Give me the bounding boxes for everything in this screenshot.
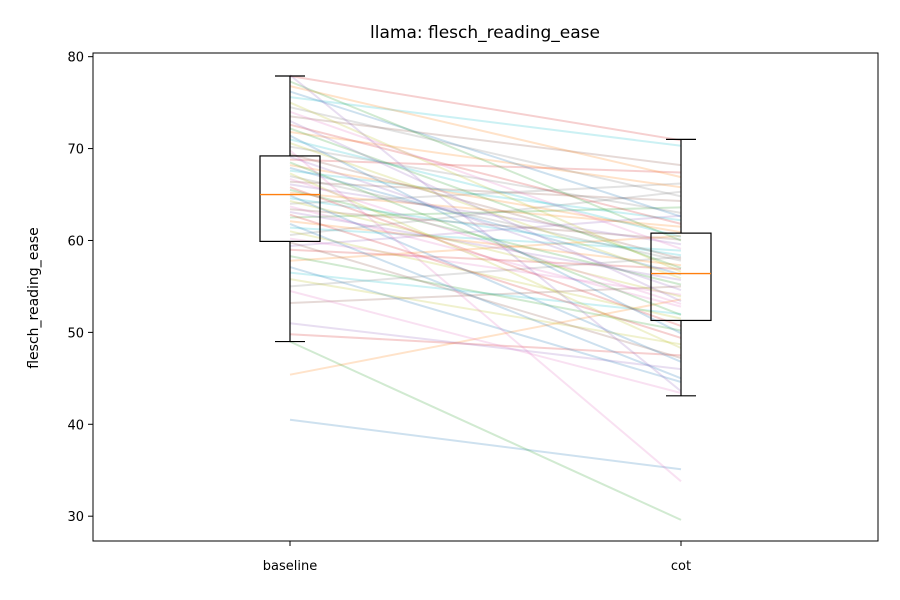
box-iqr	[650, 232, 712, 322]
paired-line	[289, 285, 682, 304]
paired-line	[289, 153, 682, 260]
paired-line	[289, 230, 682, 320]
paired-line	[289, 266, 682, 383]
paired-line	[289, 123, 682, 225]
paired-line	[289, 271, 682, 315]
paired-line	[289, 333, 682, 357]
paired-line	[289, 115, 682, 167]
paired-line	[289, 237, 682, 296]
paired-line	[289, 175, 682, 262]
paired-lines	[289, 74, 682, 521]
paired-line	[289, 222, 682, 380]
boxplots	[259, 75, 712, 397]
paired-line	[289, 166, 682, 276]
paired-line	[289, 248, 682, 270]
paired-line	[289, 226, 682, 252]
paired-line	[289, 213, 682, 339]
y-tick-label: 40	[67, 418, 84, 433]
paired-line	[289, 90, 682, 218]
paired-line	[289, 96, 682, 147]
y-tick-label: 30	[67, 510, 84, 525]
paired-line	[289, 234, 682, 262]
paired-line	[289, 290, 682, 394]
paired-line	[289, 194, 682, 363]
paired-line	[289, 142, 682, 280]
y-tick-label: 60	[67, 234, 84, 249]
paired-line	[289, 191, 682, 228]
paired-line	[289, 200, 682, 298]
paired-line	[289, 241, 682, 360]
y-tick-label: 70	[67, 143, 84, 158]
paired-line	[289, 340, 682, 521]
paired-line	[289, 145, 682, 214]
paired-line	[289, 197, 682, 257]
paired-line	[289, 322, 682, 371]
y-axis-label: flesch_reading_ease	[26, 227, 42, 369]
paired-line	[289, 85, 682, 179]
paired-line	[289, 220, 682, 267]
paired-line	[289, 110, 682, 250]
paired-line	[289, 180, 682, 202]
paired-line	[289, 177, 682, 305]
paired-line	[289, 75, 682, 142]
paired-line	[289, 158, 682, 174]
axes: 30 40 50 60 70 80 baseline cot	[67, 51, 691, 574]
x-tick-label: cot	[671, 559, 691, 574]
paired-line	[289, 298, 682, 376]
box-iqr	[259, 155, 321, 242]
paired-line	[289, 418, 682, 471]
paired-line	[289, 186, 682, 327]
paired-line	[289, 80, 682, 242]
paired-line	[289, 211, 682, 281]
paired-line	[289, 106, 682, 198]
paired-line	[289, 164, 682, 234]
paired-line	[289, 255, 682, 332]
plot-frame	[92, 52, 879, 542]
y-tick-label: 80	[67, 51, 84, 66]
paired-line	[289, 131, 682, 189]
chart-title: llama: flesch_reading_ease	[370, 23, 600, 43]
y-tick-label: 50	[67, 326, 84, 341]
paired-line	[289, 155, 682, 292]
paired-line	[289, 278, 682, 346]
paired-line	[289, 134, 682, 335]
paired-line	[289, 208, 682, 241]
paired-line	[289, 149, 682, 483]
paired-line	[289, 214, 682, 247]
paired-line	[289, 205, 682, 308]
paired-line	[289, 183, 682, 246]
paired-line	[289, 188, 682, 286]
paired-line	[289, 127, 682, 270]
paired-line	[289, 138, 682, 238]
paired-line	[289, 101, 682, 273]
paired-line	[289, 182, 682, 205]
paired-line	[289, 169, 682, 222]
paired-line	[289, 172, 682, 349]
paired-line	[289, 120, 682, 303]
paired-line	[289, 190, 682, 236]
paired-line	[289, 161, 682, 316]
paired-line	[289, 256, 682, 288]
paired-line	[289, 74, 682, 392]
x-tick-label: baseline	[263, 559, 317, 574]
paired-line	[289, 206, 682, 219]
